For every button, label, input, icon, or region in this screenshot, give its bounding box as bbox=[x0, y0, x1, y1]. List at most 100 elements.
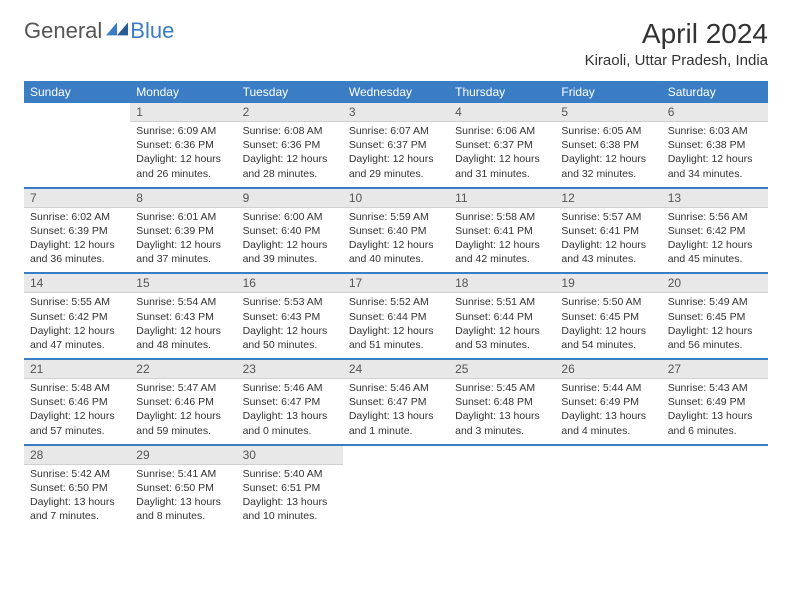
sunset-text: Sunset: 6:42 PM bbox=[30, 310, 124, 324]
daylight-text: Daylight: 12 hours and 32 minutes. bbox=[561, 152, 655, 180]
sunset-text: Sunset: 6:47 PM bbox=[349, 395, 443, 409]
day-data-cell: Sunrise: 6:01 AMSunset: 6:39 PMDaylight:… bbox=[130, 207, 236, 273]
sunrise-text: Sunrise: 5:40 AM bbox=[243, 467, 337, 481]
sunset-text: Sunset: 6:45 PM bbox=[561, 310, 655, 324]
weekday-header: Thursday bbox=[449, 81, 555, 103]
sunset-text: Sunset: 6:46 PM bbox=[136, 395, 230, 409]
day-number-cell: 9 bbox=[237, 188, 343, 208]
sunrise-text: Sunrise: 5:55 AM bbox=[30, 295, 124, 309]
sunrise-text: Sunrise: 5:43 AM bbox=[668, 381, 762, 395]
daylight-text: Daylight: 12 hours and 59 minutes. bbox=[136, 409, 230, 437]
day-number-row: 78910111213 bbox=[24, 188, 768, 208]
daylight-text: Daylight: 12 hours and 48 minutes. bbox=[136, 324, 230, 352]
day-number-row: 282930 bbox=[24, 445, 768, 465]
daylight-text: Daylight: 13 hours and 1 minute. bbox=[349, 409, 443, 437]
day-number-cell: 27 bbox=[662, 359, 768, 379]
daylight-text: Daylight: 12 hours and 54 minutes. bbox=[561, 324, 655, 352]
sunrise-text: Sunrise: 5:42 AM bbox=[30, 467, 124, 481]
day-number-cell: 15 bbox=[130, 273, 236, 293]
day-number-cell: 18 bbox=[449, 273, 555, 293]
sunrise-text: Sunrise: 6:09 AM bbox=[136, 124, 230, 138]
day-number-cell: 1 bbox=[130, 103, 236, 122]
calendar-table: Sunday Monday Tuesday Wednesday Thursday… bbox=[24, 81, 768, 529]
location-label: Kiraoli, Uttar Pradesh, India bbox=[585, 52, 768, 69]
day-data-row: Sunrise: 5:55 AMSunset: 6:42 PMDaylight:… bbox=[24, 293, 768, 359]
sunset-text: Sunset: 6:50 PM bbox=[136, 481, 230, 495]
daylight-text: Daylight: 12 hours and 36 minutes. bbox=[30, 238, 124, 266]
day-data-cell: Sunrise: 5:44 AMSunset: 6:49 PMDaylight:… bbox=[555, 379, 661, 445]
sunrise-text: Sunrise: 6:02 AM bbox=[30, 210, 124, 224]
day-data-cell: Sunrise: 5:47 AMSunset: 6:46 PMDaylight:… bbox=[130, 379, 236, 445]
daylight-text: Daylight: 12 hours and 26 minutes. bbox=[136, 152, 230, 180]
sunrise-text: Sunrise: 6:01 AM bbox=[136, 210, 230, 224]
daylight-text: Daylight: 12 hours and 40 minutes. bbox=[349, 238, 443, 266]
weekday-header: Tuesday bbox=[237, 81, 343, 103]
day-number-cell: 25 bbox=[449, 359, 555, 379]
day-number-cell: 23 bbox=[237, 359, 343, 379]
day-number-cell: 11 bbox=[449, 188, 555, 208]
day-number-cell: 14 bbox=[24, 273, 130, 293]
sunset-text: Sunset: 6:41 PM bbox=[455, 224, 549, 238]
sunset-text: Sunset: 6:38 PM bbox=[668, 138, 762, 152]
day-data-cell: Sunrise: 6:06 AMSunset: 6:37 PMDaylight:… bbox=[449, 122, 555, 188]
weekday-header: Monday bbox=[130, 81, 236, 103]
sunset-text: Sunset: 6:37 PM bbox=[349, 138, 443, 152]
sunset-text: Sunset: 6:50 PM bbox=[30, 481, 124, 495]
day-data-cell: Sunrise: 5:48 AMSunset: 6:46 PMDaylight:… bbox=[24, 379, 130, 445]
day-data-cell: Sunrise: 5:49 AMSunset: 6:45 PMDaylight:… bbox=[662, 293, 768, 359]
day-data-cell: Sunrise: 5:46 AMSunset: 6:47 PMDaylight:… bbox=[237, 379, 343, 445]
sunset-text: Sunset: 6:40 PM bbox=[243, 224, 337, 238]
day-data-cell: Sunrise: 5:50 AMSunset: 6:45 PMDaylight:… bbox=[555, 293, 661, 359]
sunset-text: Sunset: 6:45 PM bbox=[668, 310, 762, 324]
sunset-text: Sunset: 6:36 PM bbox=[136, 138, 230, 152]
day-number-cell: 21 bbox=[24, 359, 130, 379]
sunset-text: Sunset: 6:44 PM bbox=[349, 310, 443, 324]
daylight-text: Daylight: 12 hours and 29 minutes. bbox=[349, 152, 443, 180]
sunset-text: Sunset: 6:39 PM bbox=[30, 224, 124, 238]
daylight-text: Daylight: 12 hours and 47 minutes. bbox=[30, 324, 124, 352]
sunset-text: Sunset: 6:47 PM bbox=[243, 395, 337, 409]
sunrise-text: Sunrise: 5:54 AM bbox=[136, 295, 230, 309]
day-data-cell: Sunrise: 6:00 AMSunset: 6:40 PMDaylight:… bbox=[237, 207, 343, 273]
sunrise-text: Sunrise: 5:57 AM bbox=[561, 210, 655, 224]
day-number-cell bbox=[449, 445, 555, 465]
day-number-cell bbox=[662, 445, 768, 465]
day-number-cell: 5 bbox=[555, 103, 661, 122]
sunrise-text: Sunrise: 5:50 AM bbox=[561, 295, 655, 309]
day-data-cell: Sunrise: 5:41 AMSunset: 6:50 PMDaylight:… bbox=[130, 464, 236, 529]
sunrise-text: Sunrise: 5:47 AM bbox=[136, 381, 230, 395]
day-data-cell bbox=[343, 464, 449, 529]
day-number-cell: 26 bbox=[555, 359, 661, 379]
daylight-text: Daylight: 12 hours and 34 minutes. bbox=[668, 152, 762, 180]
day-number-cell: 10 bbox=[343, 188, 449, 208]
daylight-text: Daylight: 12 hours and 45 minutes. bbox=[668, 238, 762, 266]
sunset-text: Sunset: 6:41 PM bbox=[561, 224, 655, 238]
day-data-cell bbox=[555, 464, 661, 529]
sunrise-text: Sunrise: 5:58 AM bbox=[455, 210, 549, 224]
day-number-row: 21222324252627 bbox=[24, 359, 768, 379]
day-data-cell bbox=[662, 464, 768, 529]
sunrise-text: Sunrise: 5:46 AM bbox=[243, 381, 337, 395]
sunset-text: Sunset: 6:51 PM bbox=[243, 481, 337, 495]
day-data-cell: Sunrise: 6:07 AMSunset: 6:37 PMDaylight:… bbox=[343, 122, 449, 188]
daylight-text: Daylight: 13 hours and 8 minutes. bbox=[136, 495, 230, 523]
brand-icon bbox=[106, 20, 128, 36]
sunset-text: Sunset: 6:48 PM bbox=[455, 395, 549, 409]
brand-part2: Blue bbox=[130, 18, 174, 44]
day-data-cell: Sunrise: 5:46 AMSunset: 6:47 PMDaylight:… bbox=[343, 379, 449, 445]
sunrise-text: Sunrise: 5:52 AM bbox=[349, 295, 443, 309]
daylight-text: Daylight: 12 hours and 50 minutes. bbox=[243, 324, 337, 352]
day-data-cell bbox=[24, 122, 130, 188]
weekday-header: Saturday bbox=[662, 81, 768, 103]
day-data-cell: Sunrise: 5:52 AMSunset: 6:44 PMDaylight:… bbox=[343, 293, 449, 359]
day-data-row: Sunrise: 5:42 AMSunset: 6:50 PMDaylight:… bbox=[24, 464, 768, 529]
day-number-cell: 8 bbox=[130, 188, 236, 208]
day-data-row: Sunrise: 6:09 AMSunset: 6:36 PMDaylight:… bbox=[24, 122, 768, 188]
daylight-text: Daylight: 13 hours and 10 minutes. bbox=[243, 495, 337, 523]
sunrise-text: Sunrise: 6:08 AM bbox=[243, 124, 337, 138]
title-block: April 2024 Kiraoli, Uttar Pradesh, India bbox=[585, 18, 768, 69]
sunset-text: Sunset: 6:43 PM bbox=[243, 310, 337, 324]
daylight-text: Daylight: 13 hours and 3 minutes. bbox=[455, 409, 549, 437]
daylight-text: Daylight: 13 hours and 0 minutes. bbox=[243, 409, 337, 437]
day-data-cell: Sunrise: 5:56 AMSunset: 6:42 PMDaylight:… bbox=[662, 207, 768, 273]
